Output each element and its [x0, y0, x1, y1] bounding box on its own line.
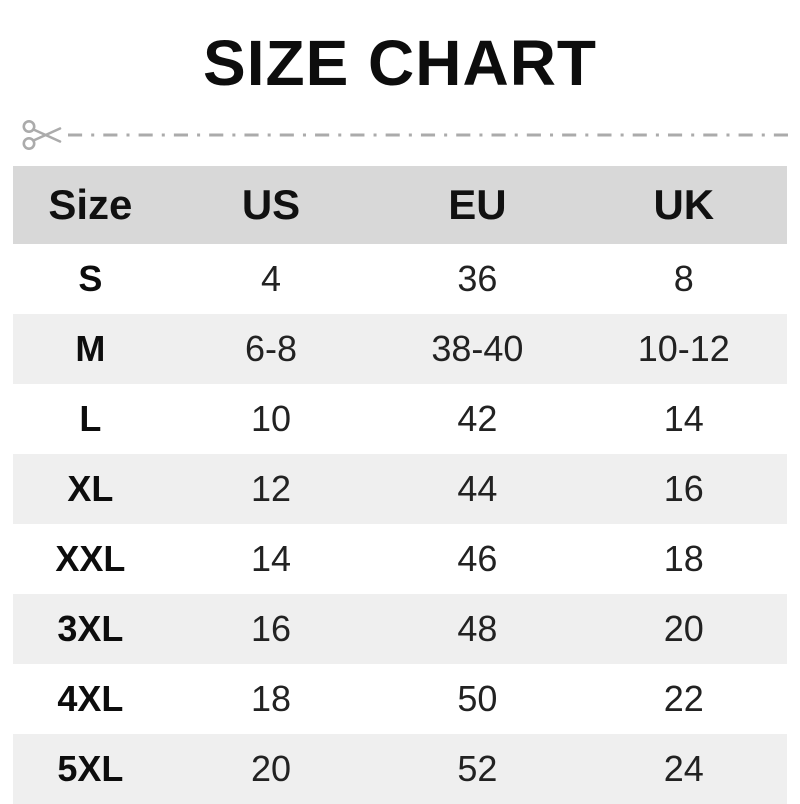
- size-value-cell: 18: [250, 678, 292, 719]
- table-row: 5XL 20 52 24: [13, 734, 787, 804]
- size-value-cell: 10: [250, 398, 292, 439]
- size-value-cell: 24: [663, 748, 704, 789]
- page-title: SIZE CHART: [203, 27, 597, 99]
- table-row: 4XL 18 50 22: [13, 664, 787, 734]
- size-value-cell: 36: [457, 258, 498, 299]
- table-row: M 6-8 38-40 10-12: [13, 314, 787, 384]
- size-table-head: Size US EU UK: [13, 166, 787, 244]
- table-row: XXL 14 46 18: [13, 524, 787, 594]
- table-header-row: Size US EU UK: [13, 166, 787, 244]
- size-value-cell: 52: [457, 748, 498, 789]
- column-header-eu: EU: [448, 181, 507, 228]
- table-row: XL 12 44 16: [13, 454, 787, 524]
- size-label-cell: XL: [67, 468, 114, 509]
- size-value-cell: 48: [457, 608, 498, 649]
- size-label-cell: 3XL: [57, 608, 124, 649]
- column-header-us: US: [241, 181, 301, 228]
- size-value-cell: 20: [250, 748, 292, 789]
- column-header-size: Size: [48, 181, 133, 228]
- cut-line: [20, 112, 790, 158]
- size-table: Size US EU UK S 4 36 8 M 6-8 38-40 10-12 L 10 42 14 XL 1…: [13, 166, 787, 804]
- size-table-body: S 4 36 8 M 6-8 38-40 10-12 L 10 42 14 XL 12 44 16 XXL 14 4…: [13, 244, 787, 804]
- column-header-uk: UK: [653, 181, 715, 228]
- table-row: S 4 36 8: [13, 244, 787, 314]
- size-label-cell: 5XL: [57, 748, 124, 789]
- size-value-cell: 44: [457, 468, 498, 509]
- size-value-cell: 50: [457, 678, 498, 719]
- dash-dot-line: [68, 133, 790, 137]
- size-value-cell: 16: [250, 608, 292, 649]
- size-label-cell: 4XL: [57, 678, 124, 719]
- table-row: L 10 42 14: [13, 384, 787, 454]
- size-value-cell: 14: [663, 398, 704, 439]
- size-value-cell: 46: [457, 538, 498, 579]
- table-row: 3XL 16 48 20: [13, 594, 787, 664]
- size-label-cell: XXL: [55, 538, 126, 579]
- size-value-cell: 20: [663, 608, 704, 649]
- size-value-cell: 18: [663, 538, 704, 579]
- size-value-cell: 14: [250, 538, 292, 579]
- size-label-cell: L: [79, 398, 102, 439]
- size-value-cell: 16: [663, 468, 704, 509]
- size-label-cell: M: [75, 328, 106, 369]
- size-value-cell: 8: [673, 258, 694, 299]
- size-value-cell: 6-8: [244, 328, 297, 369]
- scissors-icon: [22, 120, 62, 150]
- size-value-cell: 10-12: [637, 328, 730, 369]
- size-value-cell: 12: [250, 468, 292, 509]
- size-label-cell: S: [78, 258, 103, 299]
- size-value-cell: 42: [457, 398, 498, 439]
- size-value-cell: 38-40: [431, 328, 524, 369]
- size-value-cell: 4: [260, 258, 281, 299]
- size-value-cell: 22: [663, 678, 704, 719]
